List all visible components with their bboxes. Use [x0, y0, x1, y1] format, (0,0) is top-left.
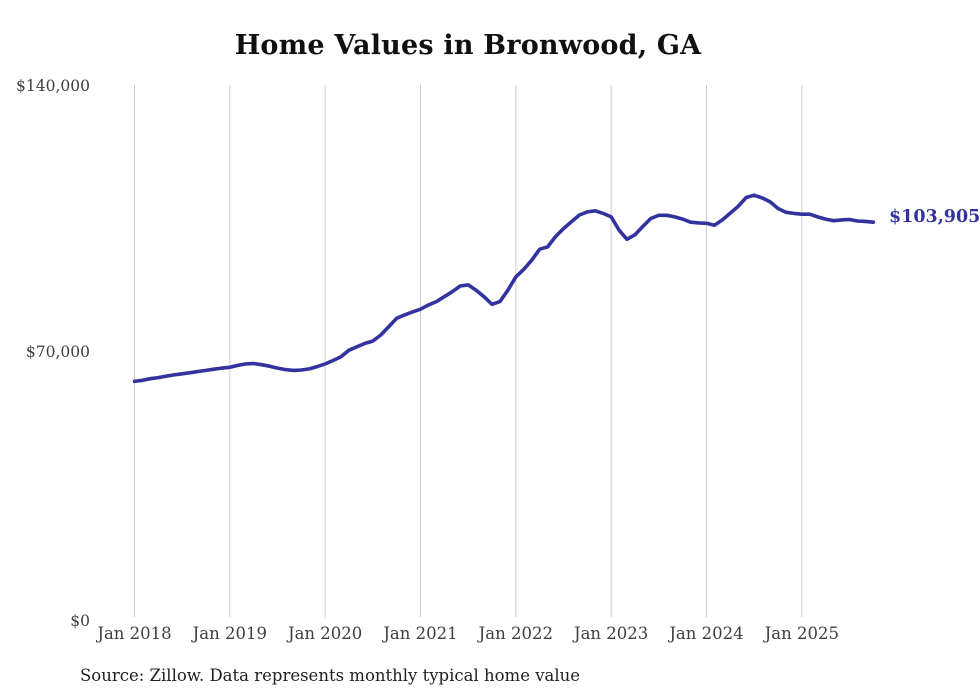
x-tick-label: Jan 2019	[191, 624, 267, 643]
home-value-line	[132, 193, 876, 384]
x-tick-label: Jan 2022	[477, 624, 553, 643]
source-note: Source: Zillow. Data represents monthly …	[80, 666, 581, 685]
x-tick-label: Jan 2018	[95, 624, 171, 643]
y-tick-label: $0	[70, 612, 90, 630]
x-tick-label: Jan 2020	[286, 624, 362, 643]
x-tick-label: Jan 2023	[572, 624, 648, 643]
y-tick-label: $140,000	[16, 77, 90, 95]
x-tick-label: Jan 2025	[763, 624, 839, 643]
chart-title: Home Values in Bronwood, GA	[234, 30, 702, 61]
x-tick-label: Jan 2021	[381, 624, 457, 643]
x-tick-label: Jan 2024	[667, 624, 743, 643]
latest-value-label: $103,905	[889, 207, 980, 227]
y-tick-label: $70,000	[26, 343, 90, 361]
